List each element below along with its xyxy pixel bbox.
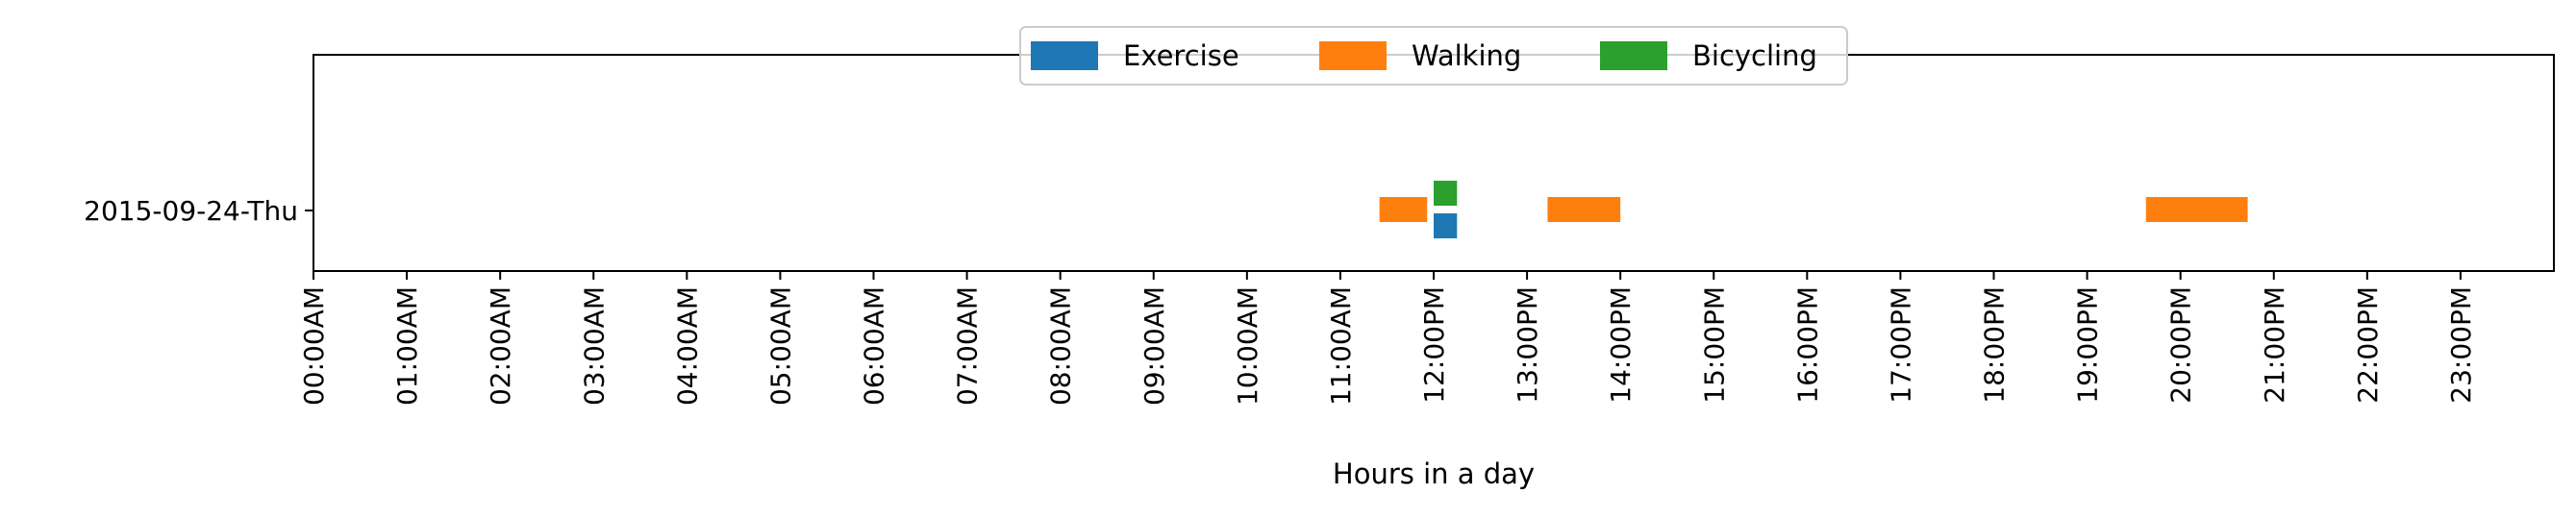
activity-segments (1379, 181, 2248, 238)
x-axis-ticks: 00:00AM 01:00AM 02:00AM 03:00AM 04:00AM 05:00… (298, 271, 2477, 406)
legend-label-walking: Walking (1412, 39, 1521, 72)
x-tick-label: 20:00PM (2165, 286, 2197, 404)
x-tick-label: 09:00AM (1138, 286, 1170, 406)
x-tick-label: 21:00PM (2259, 286, 2290, 404)
legend-swatch-bicycling (1600, 41, 1667, 70)
x-tick-label: 10:00AM (1232, 286, 1263, 406)
x-axis-label: Hours in a day (1333, 457, 1535, 490)
x-tick-label: 16:00PM (1791, 286, 1823, 404)
x-tick-label: 18:00PM (1979, 286, 2011, 404)
walking-segment (1547, 197, 1621, 222)
x-tick-label: 07:00AM (952, 286, 984, 406)
legend-swatch-walking (1319, 41, 1387, 70)
legend-label-exercise: Exercise (1123, 39, 1239, 72)
x-tick-label: 04:00AM (671, 286, 703, 406)
x-tick-label: 22:00PM (2352, 286, 2384, 404)
exercise-segment (1434, 213, 1458, 238)
x-tick-label: 11:00AM (1325, 286, 1357, 406)
legend-swatch-exercise (1031, 41, 1098, 70)
bicycling-segment (1434, 181, 1458, 206)
y-axis-ticks: 2015-09-24-Thu (84, 195, 313, 227)
x-tick-label: 00:00AM (298, 286, 330, 406)
x-tick-label: 06:00AM (859, 286, 890, 406)
x-tick-label: 02:00AM (485, 286, 516, 406)
x-tick-label: 03:00AM (578, 286, 610, 406)
x-tick-label: 13:00PM (1512, 286, 1543, 404)
x-tick-label: 23:00PM (2445, 286, 2477, 404)
walking-segment (1379, 197, 1428, 222)
x-tick-label: 01:00AM (391, 286, 423, 406)
x-tick-label: 15:00PM (1698, 286, 1730, 404)
walking-segment (2145, 197, 2248, 222)
x-tick-label: 17:00PM (1885, 286, 1916, 404)
x-tick-label: 19:00PM (2072, 286, 2104, 404)
x-tick-label: 08:00AM (1045, 286, 1077, 406)
x-tick-label: 14:00PM (1605, 286, 1637, 404)
legend-label-bicycling: Bicycling (1692, 39, 1817, 72)
legend: Exercise Walking Bicycling (1019, 26, 1848, 86)
y-tick-label: 2015-09-24-Thu (84, 195, 298, 227)
x-tick-label: 12:00PM (1418, 286, 1450, 404)
x-tick-label: 05:00AM (764, 286, 796, 406)
